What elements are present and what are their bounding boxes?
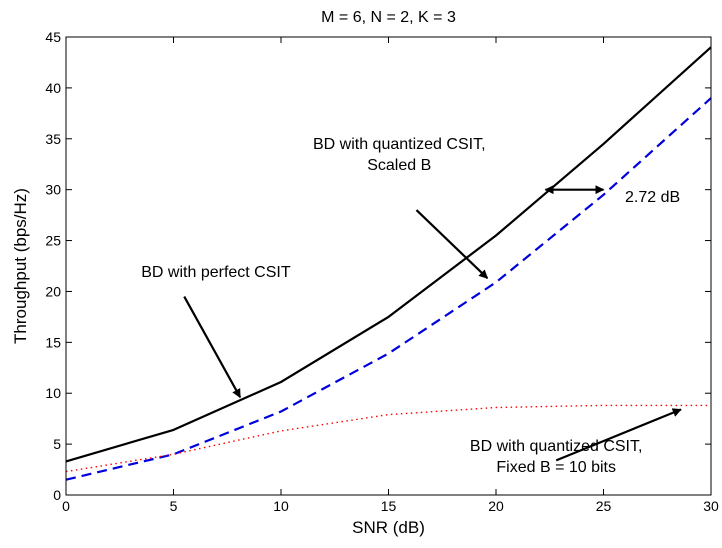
x-tick-label: 5 [170,498,178,514]
chart-title: M = 6, N = 2, K = 3 [321,9,456,26]
x-tick-label: 25 [596,498,612,514]
y-axis-label: Throughput (bps/Hz) [11,188,30,344]
annotation-layer: BD with perfect CSIT BD with quantized CS… [141,136,682,476]
y-tick-label: 15 [45,334,61,350]
annotation-arrow [183,295,242,399]
x-tick-label: 30 [703,498,719,514]
series-layer [65,46,712,481]
annotation-line: Fixed B = 10 bits [496,459,616,476]
y-tick-label: 20 [45,283,61,299]
annotation-arrow [415,209,489,280]
x-tick-label: 15 [381,498,397,514]
y-tick-label: 0 [53,487,61,503]
series-line-solid [65,46,712,463]
annotation-label: 2.72 dB [625,189,680,206]
annotation-label: BD with perfect CSIT [141,264,291,281]
y-tick-label: 10 [45,385,61,401]
series-line-dashed [65,97,712,481]
annotation-line: BD with quantized CSIT, [313,136,486,153]
y-tick-label: 30 [45,182,61,198]
y-tick-label: 5 [53,436,61,452]
annotation-arrow [555,408,682,462]
y-tick-label: 35 [45,131,61,147]
x-tick-label: 20 [488,498,504,514]
annotation-line: Scaled B [367,157,431,174]
x-axis-label: SNR (dB) [352,518,425,537]
annotation-label: BD with quantized CSIT, Fixed B = 10 bits [470,438,643,476]
axes-layer: 0 5 10 15 20 25 30 0 5 10 15 20 25 30 35 40 45 [45,29,719,514]
y-tick-label: 45 [45,29,61,45]
annotation-line: 2.72 dB [625,189,680,206]
y-tick-label: 40 [45,80,61,96]
annotation-label: BD with quantized CSIT, Scaled B [313,136,486,174]
annotation-line: BD with quantized CSIT, [470,438,643,455]
x-tick-label: 10 [273,498,289,514]
annotation-line: BD with perfect CSIT [141,264,291,281]
y-tick-label: 25 [45,233,61,249]
x-tick-label: 0 [62,498,70,514]
